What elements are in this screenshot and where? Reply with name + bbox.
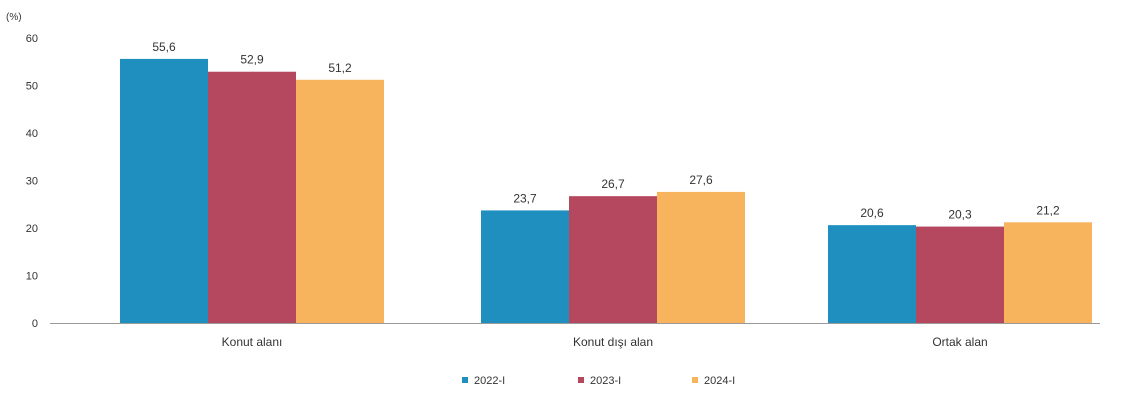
data-label: 20,3 — [948, 208, 972, 222]
y-tick-label: 0 — [32, 318, 38, 330]
data-label: 51,2 — [328, 61, 352, 75]
y-tick-label: 20 — [26, 223, 38, 235]
x-tick-label: Konut dışı alan — [573, 335, 653, 349]
y-tick-label: 30 — [26, 176, 38, 188]
data-label: 55,6 — [152, 40, 176, 54]
legend-entry: 2024-I — [704, 375, 735, 387]
data-label: 20,6 — [860, 206, 884, 220]
x-tick-label: Ortak alan — [932, 335, 987, 349]
x-tick-label: Konut alanı — [222, 335, 283, 349]
y-tick-label: 40 — [26, 128, 38, 140]
bar-2023-I-3 — [916, 226, 1004, 323]
bar-2023-I-1 — [208, 71, 296, 323]
bar-2024-I-3 — [1004, 222, 1092, 323]
legend-swatch — [462, 377, 468, 383]
bar-2023-I-2 — [569, 196, 657, 323]
data-label: 23,7 — [513, 191, 537, 205]
y-tick-label: 60 — [26, 33, 38, 45]
bar-2022-I-3 — [828, 225, 916, 323]
bar-2022-I-2 — [481, 210, 569, 323]
y-unit-label: (%) — [6, 12, 22, 23]
legend-entry: 2023-I — [590, 375, 621, 387]
bar-2022-I-1 — [120, 58, 208, 324]
bar-2024-I-2 — [657, 191, 745, 323]
y-tick-label: 50 — [26, 81, 38, 93]
bars — [120, 58, 1092, 324]
bar-2024-I-1 — [296, 79, 384, 323]
y-tick-label: 10 — [26, 271, 38, 283]
legend-swatch — [692, 377, 698, 383]
data-label: 21,2 — [1036, 203, 1060, 217]
data-label: 26,7 — [601, 177, 625, 191]
data-label: 27,6 — [689, 173, 713, 187]
value-labels: 55,6 52,9 51,2 23,7 26,7 27,6 20,6 20,3 21,2 — [152, 40, 1060, 222]
legend-entry: 2022-I — [474, 375, 505, 387]
x-axis: Konut alanı Konut dışı alan Ortak alan — [50, 323, 1100, 349]
legend: 2022-I 2023-I 2024-I — [462, 375, 735, 387]
data-label: 52,9 — [240, 53, 264, 67]
legend-swatch — [578, 377, 584, 383]
y-axis: 0 10 20 30 40 50 60 — [26, 33, 38, 330]
